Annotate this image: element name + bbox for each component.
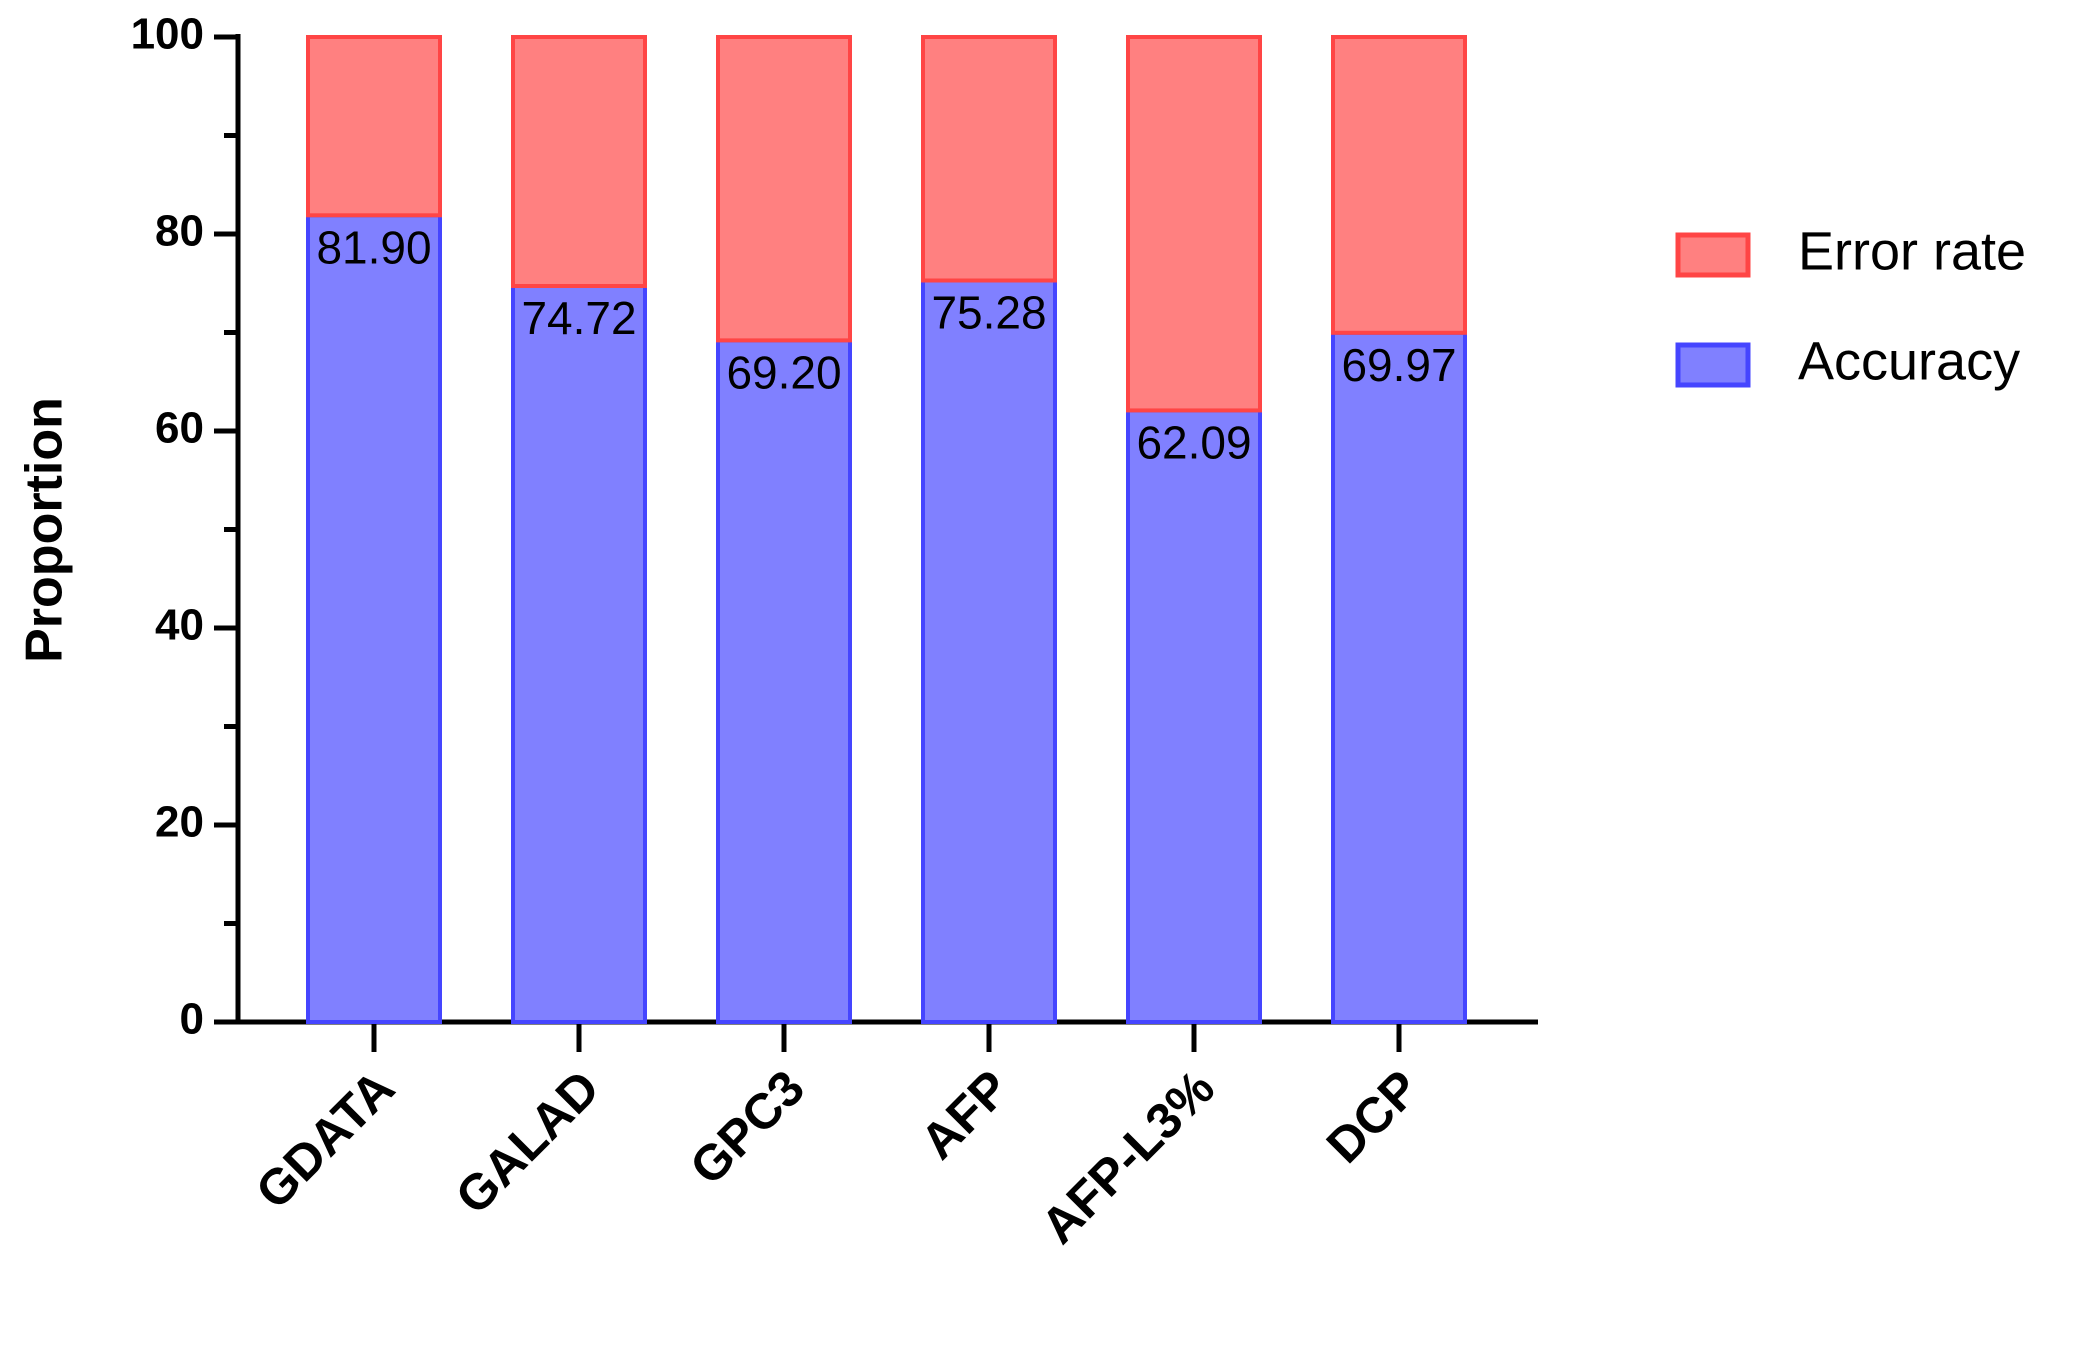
- data-label: 69.20: [726, 347, 841, 399]
- x-tick-label: AFP: [910, 1060, 1020, 1170]
- bar-segment: [1331, 35, 1467, 335]
- bar-segment: [511, 284, 647, 1024]
- x-tick-label: GDATA: [245, 1060, 405, 1220]
- bar-segment: [306, 213, 442, 1025]
- bar-segment: [716, 338, 852, 1024]
- bar-segment: [921, 35, 1057, 283]
- bar-segment: [511, 35, 647, 289]
- bar-segment: [921, 278, 1057, 1024]
- bar-segment: [1126, 408, 1262, 1024]
- legend-swatch: [1675, 342, 1751, 388]
- legend-label: Error rate: [1798, 221, 2026, 281]
- y-axis-title: Proportion: [16, 397, 74, 663]
- legend-label: Accuracy: [1798, 331, 2020, 391]
- data-label: 74.72: [521, 292, 636, 344]
- y-tick-label: 40: [155, 601, 204, 650]
- data-label: 69.97: [1341, 339, 1456, 391]
- y-tick-label: 60: [155, 404, 204, 453]
- bar-segment: [306, 35, 442, 218]
- bar-segment: [1331, 330, 1467, 1025]
- y-tick-label: 20: [155, 798, 204, 847]
- x-tick-label: GALAD: [445, 1060, 610, 1225]
- bar-segment: [1126, 35, 1262, 413]
- x-tick-label: AFP-L3%: [1030, 1060, 1225, 1255]
- data-label: 81.90: [316, 221, 431, 273]
- data-label: 62.09: [1136, 417, 1251, 469]
- x-tick-label: DCP: [1316, 1060, 1430, 1174]
- x-tick-label: GPC3: [679, 1060, 815, 1196]
- y-tick-label: 80: [155, 207, 204, 256]
- data-label: 75.28: [931, 287, 1046, 339]
- legend-swatch: [1675, 232, 1751, 278]
- y-tick-label: 0: [180, 995, 204, 1044]
- y-tick-label: 100: [131, 10, 204, 59]
- bar-segment: [716, 35, 852, 343]
